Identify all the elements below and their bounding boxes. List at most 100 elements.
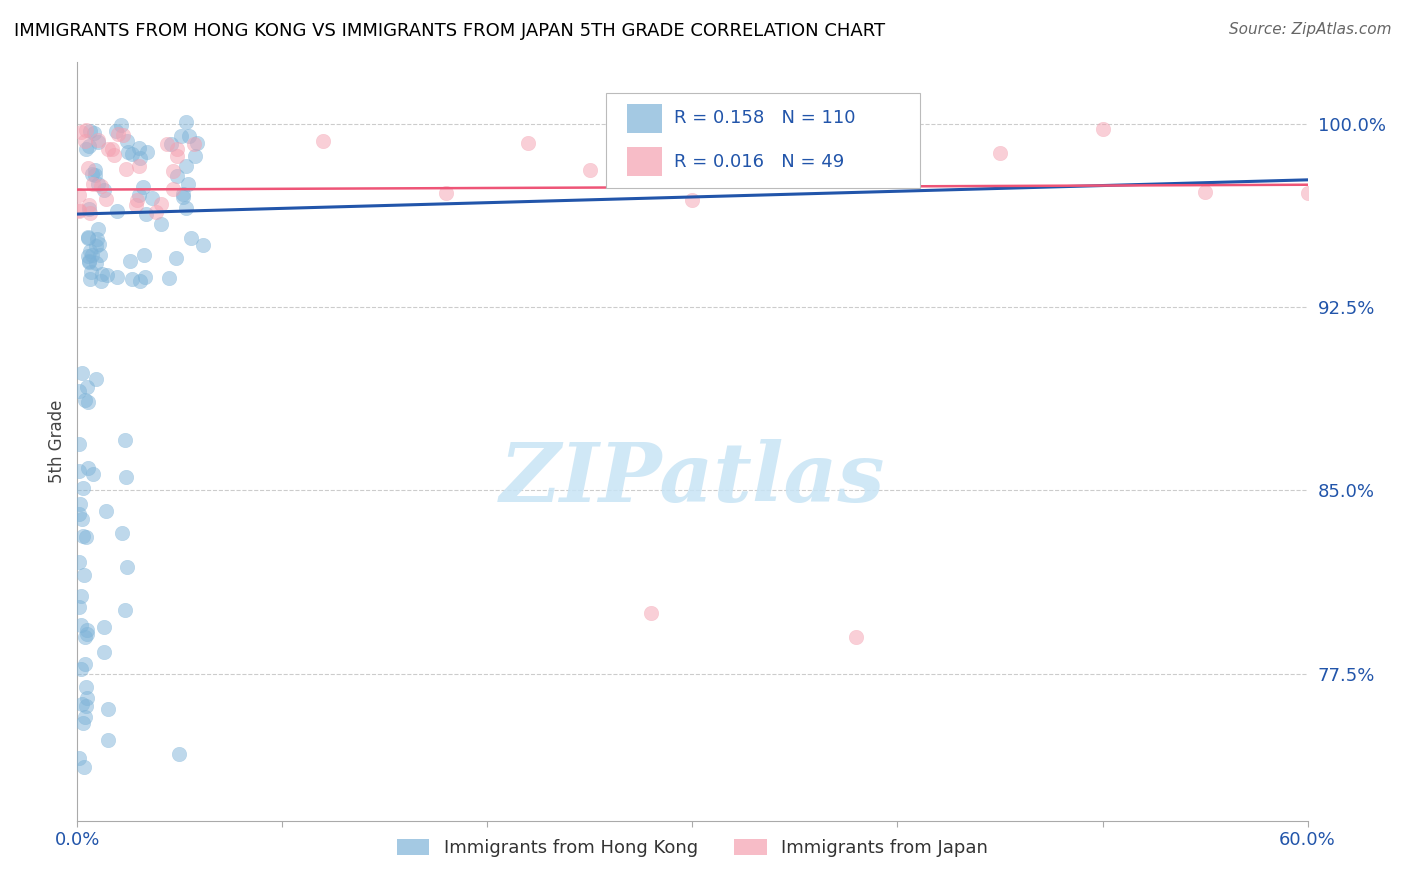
Point [72,529,94,543]
Point [77,249,100,263]
Point [517,136,540,150]
Point [83,126,105,140]
Point [75,530,97,544]
Point [1399,194,1406,208]
Point [93,183,115,197]
Legend: Immigrants from Hong Kong, Immigrants from Japan: Immigrants from Hong Kong, Immigrants fr… [389,832,995,864]
Point [150,197,173,211]
Text: R = 0.158   N = 110: R = 0.158 N = 110 [673,110,855,128]
Point [177,128,200,143]
Point [115,134,138,148]
Point [69,497,91,511]
Point [79,271,101,285]
Point [174,160,197,174]
Point [128,159,150,173]
Point [101,142,124,156]
Point [312,134,335,148]
Point [86,133,108,147]
Point [77,255,100,269]
Point [128,188,150,202]
Point [125,197,148,211]
Point [82,177,104,191]
Point [162,182,184,196]
Point [845,630,868,644]
Point [75,142,97,156]
Point [183,137,205,152]
Point [180,231,202,245]
Point [121,147,143,161]
Point [1296,186,1319,201]
Point [90,274,112,288]
Point [128,141,150,155]
Point [114,603,136,617]
Point [93,645,115,659]
Point [1194,185,1216,199]
Point [118,253,141,268]
Point [73,657,96,672]
Point [640,606,662,620]
Point [110,118,132,132]
Point [105,204,128,219]
Point [70,618,93,632]
Point [114,433,136,447]
Point [141,191,163,205]
Point [191,238,214,252]
Point [67,202,90,217]
Point [84,256,107,270]
Point [89,236,111,251]
Point [166,169,188,183]
Point [886,136,908,150]
Point [84,372,107,386]
Point [176,177,198,191]
Point [72,715,94,730]
Point [82,467,104,482]
Point [84,239,107,253]
Point [69,662,91,676]
Point [145,204,167,219]
Point [90,179,112,194]
Text: ZIPatlas: ZIPatlas [499,440,886,519]
Point [121,272,143,286]
Point [167,747,190,762]
Point [76,691,98,706]
Point [67,600,90,615]
Point [80,265,103,279]
Point [70,125,93,139]
Point [72,760,94,774]
Point [73,568,96,582]
Point [86,232,108,246]
Point [84,168,107,182]
Point [174,201,197,215]
Point [129,274,152,288]
Point [67,464,90,478]
Point [80,167,103,181]
Point [70,512,93,526]
Point [172,189,194,203]
Point [105,124,128,138]
Point [682,193,704,207]
Point [117,145,139,160]
Point [70,590,93,604]
Point [166,142,188,156]
Point [157,270,180,285]
Point [79,123,101,137]
Point [111,128,134,143]
Point [132,180,155,194]
Point [67,751,90,765]
Point [783,143,806,157]
Point [114,470,136,484]
Point [76,161,98,175]
Point [134,248,156,262]
Point [75,123,97,137]
Point [97,701,120,715]
Point [75,393,97,408]
Point [75,134,97,148]
Point [93,619,115,633]
Point [134,269,156,284]
Point [97,732,120,747]
Point [76,395,98,409]
Point [72,481,94,495]
Point [174,115,197,129]
Point [77,198,100,212]
Point [77,230,100,244]
